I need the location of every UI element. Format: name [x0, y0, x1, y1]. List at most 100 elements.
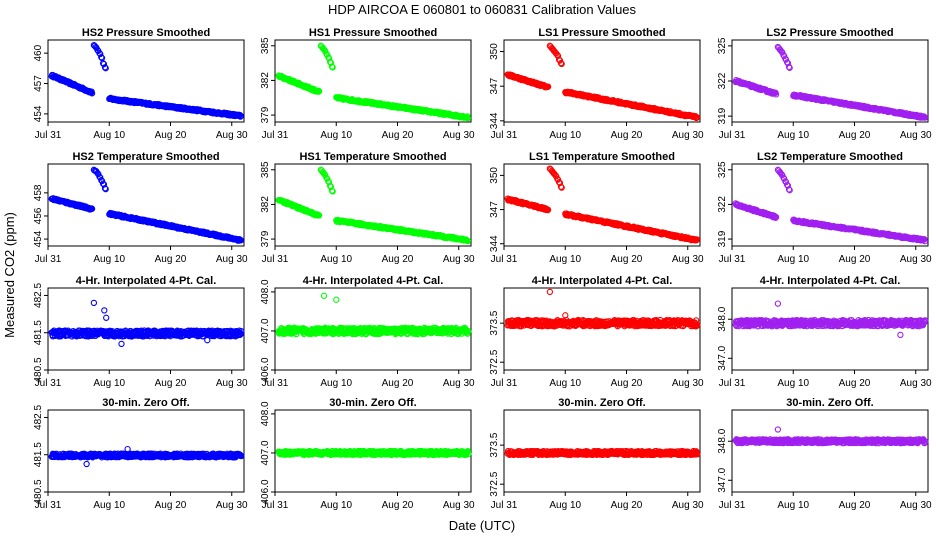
x-tick-label: Jul 31: [262, 130, 289, 141]
y-tick-label: 322: [717, 196, 728, 213]
data-point: [557, 59, 565, 67]
panel-10: 4-Hr. Interpolated 4-Pt. Cal.406.0407.04…: [260, 275, 475, 389]
y-tick-label: 385: [260, 161, 271, 178]
x-tick-label: Jul 31: [491, 378, 518, 389]
x-tick-label: Aug 30: [672, 378, 704, 389]
data-point: [782, 55, 789, 62]
y-tick-label: 319: [717, 230, 728, 247]
x-tick-label: Aug 20: [382, 130, 414, 141]
data-points: [275, 42, 472, 122]
data-points: [48, 299, 245, 348]
y-tick-label: 322: [717, 72, 728, 89]
x-tick-label: Jul 31: [35, 378, 62, 389]
data-point: [204, 337, 211, 344]
x-tick-label: Aug 30: [443, 378, 475, 389]
y-tick-label: 456: [33, 207, 44, 224]
data-point: [333, 296, 340, 303]
data-points: [504, 42, 701, 122]
x-tick-label: Aug 20: [382, 378, 414, 389]
plot-frame: [274, 163, 472, 247]
data-point: [315, 88, 323, 95]
x-tick-label: Aug 20: [839, 130, 871, 141]
panel-title: LS1 Pressure Smoothed: [538, 27, 665, 39]
x-tick-label: Aug 30: [216, 378, 248, 389]
x-tick-label: Aug 20: [155, 130, 187, 141]
y-tick-label: 407.0: [260, 318, 271, 343]
y-tick-label: 348.0: [717, 306, 728, 331]
x-tick-label: Jul 31: [262, 378, 289, 389]
plot-frame: [503, 39, 701, 123]
x-tick-label: Aug 30: [443, 254, 475, 265]
y-tick-label: 481.5: [33, 320, 44, 345]
panel-title: LS2 Pressure Smoothed: [766, 27, 893, 39]
y-tick-label: 373.5: [489, 310, 500, 335]
data-points: [275, 166, 472, 245]
data-point: [98, 54, 105, 61]
y-axis-label: Measured CO2 (ppm): [2, 212, 17, 338]
x-tick-label: Aug 20: [611, 254, 643, 265]
y-tick-label: 325: [717, 161, 728, 178]
data-points: [732, 300, 929, 339]
data-points: [275, 292, 472, 338]
y-tick-label: 458: [33, 184, 44, 201]
y-tick-label: 385: [260, 37, 271, 54]
x-axis-label: Date (UTC): [449, 518, 515, 533]
x-tick-label: Aug 10: [777, 130, 809, 141]
data-point: [237, 237, 245, 244]
data-point: [558, 60, 565, 68]
plot-frame: [274, 39, 472, 123]
panel-title: LS1 Temperature Smoothed: [529, 151, 675, 163]
data-point: [693, 114, 701, 121]
y-tick-label: 454: [33, 105, 44, 122]
x-tick-label: Aug 10: [549, 254, 581, 265]
data-point: [90, 299, 98, 307]
panel-11: 4-Hr. Interpolated 4-Pt. Cal.372.5373.5J…: [489, 275, 704, 389]
data-points: [504, 288, 701, 330]
panel-title: HS1 Pressure Smoothed: [309, 27, 437, 39]
y-tick-label: 325: [717, 37, 728, 54]
x-tick-label: Aug 20: [611, 130, 643, 141]
panel-title: 4-Hr. Interpolated 4-Pt. Cal.: [76, 275, 217, 287]
y-tick-label: 347.0: [717, 345, 728, 370]
x-tick-label: Aug 20: [611, 378, 643, 389]
data-point: [772, 91, 780, 98]
data-point: [103, 314, 110, 321]
x-tick-label: Aug 20: [155, 254, 187, 265]
panel-title: 4-Hr. Interpolated 4-Pt. Cal.: [760, 275, 901, 287]
x-tick-label: Jul 31: [35, 130, 62, 141]
data-point: [101, 307, 108, 314]
x-tick-label: Aug 10: [93, 254, 125, 265]
panel-12: 4-Hr. Interpolated 4-Pt. Cal. 347.0 348.0 J…: [717, 275, 932, 389]
data-point: [101, 185, 109, 192]
x-tick-label: Aug 20: [839, 378, 871, 389]
y-tick-label: 347: [489, 77, 500, 94]
x-tick-label: Jul 31: [719, 378, 746, 389]
x-tick-label: Jul 31: [262, 254, 289, 265]
x-tick-label: Aug 10: [777, 378, 809, 389]
panel-9: 4-Hr. Interpolated 4-Pt. Cal.480.5481.54…: [33, 275, 248, 389]
x-tick-label: Jul 31: [719, 130, 746, 141]
y-tick-label: 344: [489, 235, 500, 252]
plot-frame: [47, 39, 245, 123]
x-tick-label: Aug 10: [93, 378, 125, 389]
y-tick-label: 379: [260, 230, 271, 247]
y-tick-label: 382: [260, 196, 271, 213]
panel-title: LS2 Temperature Smoothed: [757, 151, 903, 163]
panel-title: HS2 Temperature Smoothed: [72, 151, 219, 163]
data-point: [88, 205, 96, 212]
x-tick-label: Aug 30: [900, 378, 932, 389]
x-tick-label: Aug 30: [900, 254, 932, 265]
x-tick-label: Aug 20: [839, 254, 871, 265]
panel-title: 4-Hr. Interpolated 4-Pt. Cal.: [532, 275, 673, 287]
x-tick-label: Aug 20: [382, 254, 414, 265]
x-tick-label: Jul 31: [491, 254, 518, 265]
